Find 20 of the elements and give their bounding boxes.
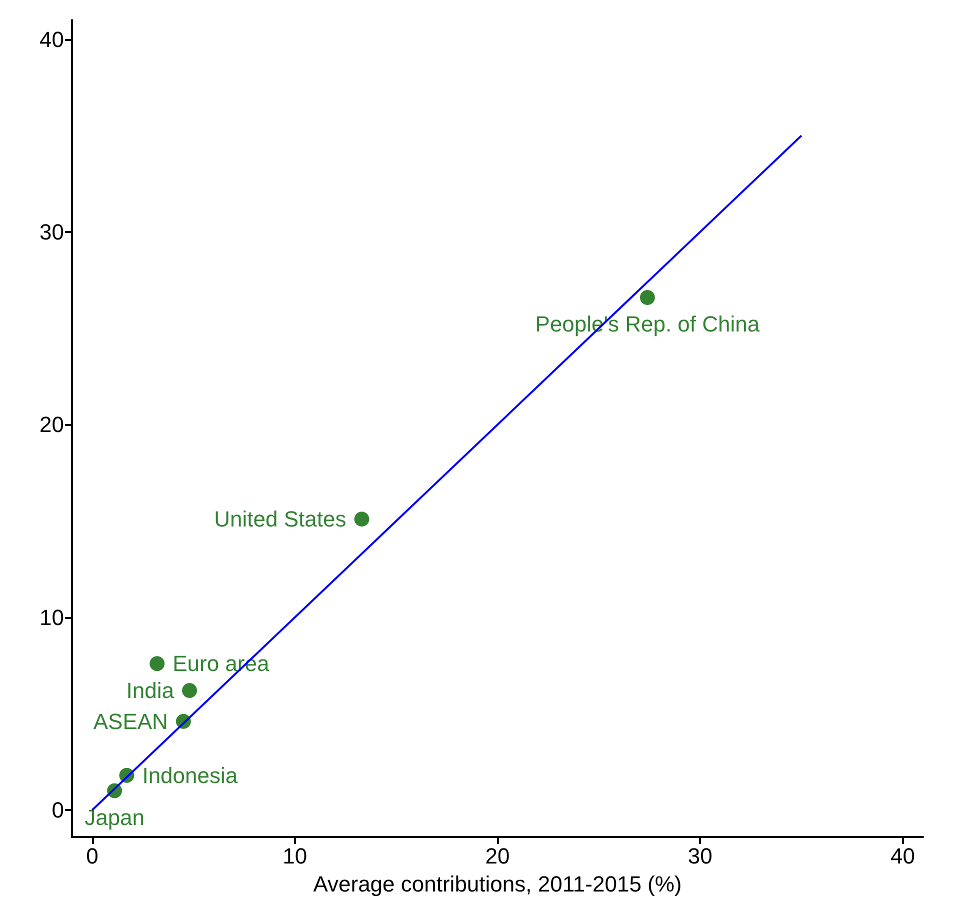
point bbox=[150, 656, 165, 672]
data-label: United States bbox=[214, 506, 346, 532]
point bbox=[182, 683, 198, 698]
y-tick-label: 40 bbox=[40, 26, 64, 52]
x-tick-label: 40 bbox=[890, 844, 915, 868]
y-tick-label: 20 bbox=[40, 412, 64, 438]
data-label: Indonesia bbox=[142, 762, 238, 788]
x-tick-label: 20 bbox=[485, 844, 510, 868]
point bbox=[640, 290, 655, 305]
x-tick-label: 10 bbox=[282, 844, 308, 868]
point bbox=[354, 512, 370, 527]
x-axis-title: Average contributions, 2011-2015 (%) bbox=[313, 872, 682, 896]
y-tick-label: 0 bbox=[52, 798, 64, 823]
data-label: ASEAN bbox=[93, 708, 168, 734]
data-label: India bbox=[126, 678, 175, 704]
y-tick-label: 10 bbox=[40, 604, 64, 630]
x-tick-label: 0 bbox=[86, 844, 98, 868]
x-tick-label: 30 bbox=[688, 844, 712, 868]
y-tick-label: 30 bbox=[40, 219, 64, 244]
data-label: Japan bbox=[84, 804, 145, 830]
